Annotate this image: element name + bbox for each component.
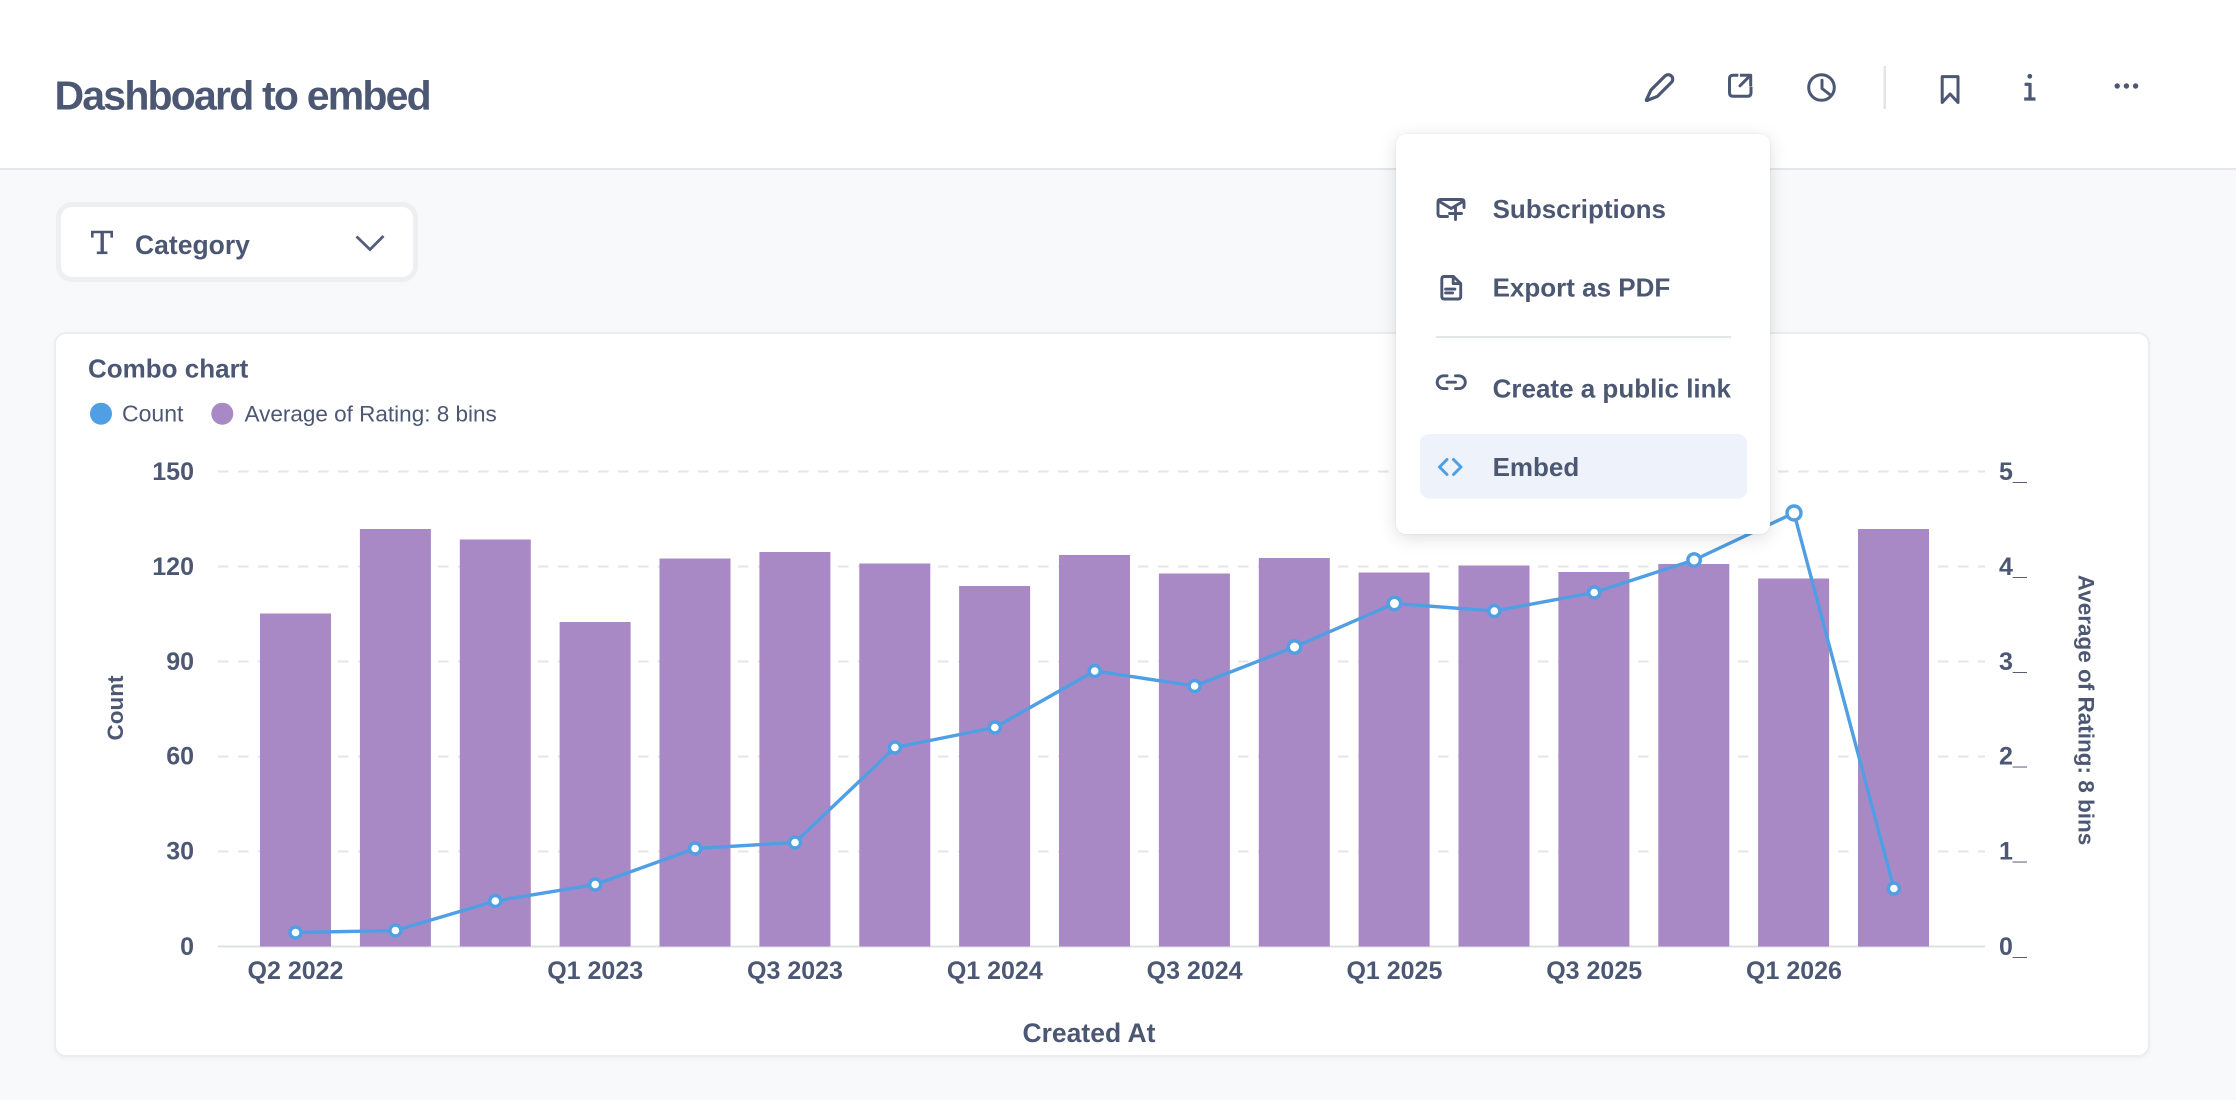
svg-text:Q1 2024: Q1 2024: [947, 957, 1043, 985]
svg-text:Created At: Created At: [1022, 1018, 1155, 1048]
svg-text:90: 90: [166, 648, 194, 676]
svg-text:30: 30: [166, 838, 194, 866]
svg-text:Combo chart: Combo chart: [88, 354, 249, 384]
svg-text:Q1 2025: Q1 2025: [1346, 957, 1442, 985]
svg-text:Subscriptions: Subscriptions: [1493, 194, 1666, 224]
svg-text:Average of Rating: 8 bins: Average of Rating: 8 bins: [2074, 575, 2099, 845]
svg-text:Q2 2022: Q2 2022: [248, 957, 344, 985]
svg-text:2_: 2_: [1999, 743, 2028, 771]
svg-text:120: 120: [152, 553, 194, 581]
svg-text:Q3 2025: Q3 2025: [1546, 957, 1642, 985]
svg-text:Count: Count: [103, 675, 128, 740]
svg-text:0_: 0_: [1999, 933, 2028, 961]
svg-text:Average of Rating: 8 bins: Average of Rating: 8 bins: [245, 402, 497, 427]
svg-text:Q3 2024: Q3 2024: [1147, 957, 1243, 985]
svg-text:0: 0: [180, 933, 194, 961]
svg-text:Export as PDF: Export as PDF: [1493, 273, 1671, 303]
svg-text:Embed: Embed: [1493, 452, 1580, 482]
svg-text:60: 60: [166, 743, 194, 771]
svg-text:Create a public link: Create a public link: [1493, 374, 1732, 404]
svg-text:Dashboard to embed: Dashboard to embed: [55, 73, 430, 119]
svg-text:150: 150: [152, 458, 194, 486]
svg-text:Count: Count: [122, 401, 184, 427]
svg-text:Q1 2023: Q1 2023: [547, 957, 643, 985]
svg-text:Q1 2026: Q1 2026: [1746, 957, 1842, 985]
svg-text:4_: 4_: [1999, 553, 2028, 581]
svg-text:Category: Category: [135, 230, 250, 260]
svg-text:5_: 5_: [1999, 458, 2028, 486]
svg-text:Q3 2023: Q3 2023: [747, 957, 843, 985]
svg-text:1_: 1_: [1999, 838, 2028, 866]
svg-text:3_: 3_: [1999, 648, 2028, 676]
